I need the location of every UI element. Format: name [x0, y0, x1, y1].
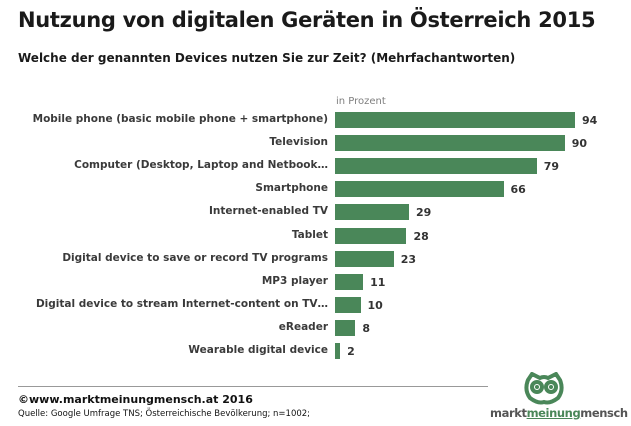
- bar: [335, 296, 361, 313]
- chart-subtitle: Welche der genannten Devices nutzen Sie …: [18, 51, 516, 65]
- category-label: Digital device to stream Internet-conten…: [35, 297, 328, 310]
- category-label: Television: [269, 136, 328, 149]
- bar: [335, 227, 407, 244]
- category-label: Smartphone: [255, 182, 328, 195]
- category-label: MP3 player: [261, 274, 328, 287]
- category-label: Mobile phone (basic mobile phone + smart…: [32, 113, 328, 125]
- bar: [335, 181, 504, 198]
- bar: [335, 112, 575, 128]
- bar: [335, 343, 341, 359]
- value-label: 79: [543, 160, 559, 174]
- bar: [335, 158, 537, 175]
- chart-title: Nutzung von digitalen Geräten in Österre…: [18, 8, 596, 32]
- value-label: 10: [367, 298, 383, 312]
- value-label: 90: [571, 137, 588, 151]
- logo-text: marktmeinungmensch: [490, 406, 628, 420]
- value-label: 2: [347, 345, 355, 358]
- value-label: 8: [362, 321, 371, 335]
- bar: [335, 319, 356, 336]
- logo-text-mensch: mensch: [580, 406, 628, 420]
- unit-label: in Prozent: [336, 96, 386, 107]
- footer-divider: [18, 386, 488, 387]
- value-label: 66: [510, 183, 526, 197]
- logo-text-meinung: meinung: [526, 406, 581, 420]
- value-label: 11: [370, 275, 386, 289]
- value-label: 29: [416, 206, 432, 220]
- bar: [335, 273, 364, 290]
- logo-text-markt: markt: [490, 406, 527, 420]
- bar: [335, 250, 394, 267]
- owl-logo-icon: [524, 372, 564, 405]
- bar: [335, 204, 410, 221]
- category-label: Wearable digital device: [188, 344, 328, 356]
- category-label: Tablet: [291, 228, 328, 241]
- value-label: 94: [582, 114, 598, 127]
- bar: [335, 135, 565, 152]
- source-note: Quelle: Google Umfrage TNS; Österreichis…: [18, 409, 311, 419]
- category-label: eReader: [278, 320, 328, 333]
- value-label: 28: [413, 229, 429, 243]
- category-label: Digital device to save or record TV prog…: [62, 251, 328, 264]
- category-label: Internet-enabled TV: [208, 205, 328, 218]
- copyright: ©www.marktmeinungmensch.at 2016: [18, 393, 253, 406]
- value-label: 23: [400, 252, 417, 266]
- category-label: Computer (Desktop, Laptop and Netbook…: [74, 159, 328, 172]
